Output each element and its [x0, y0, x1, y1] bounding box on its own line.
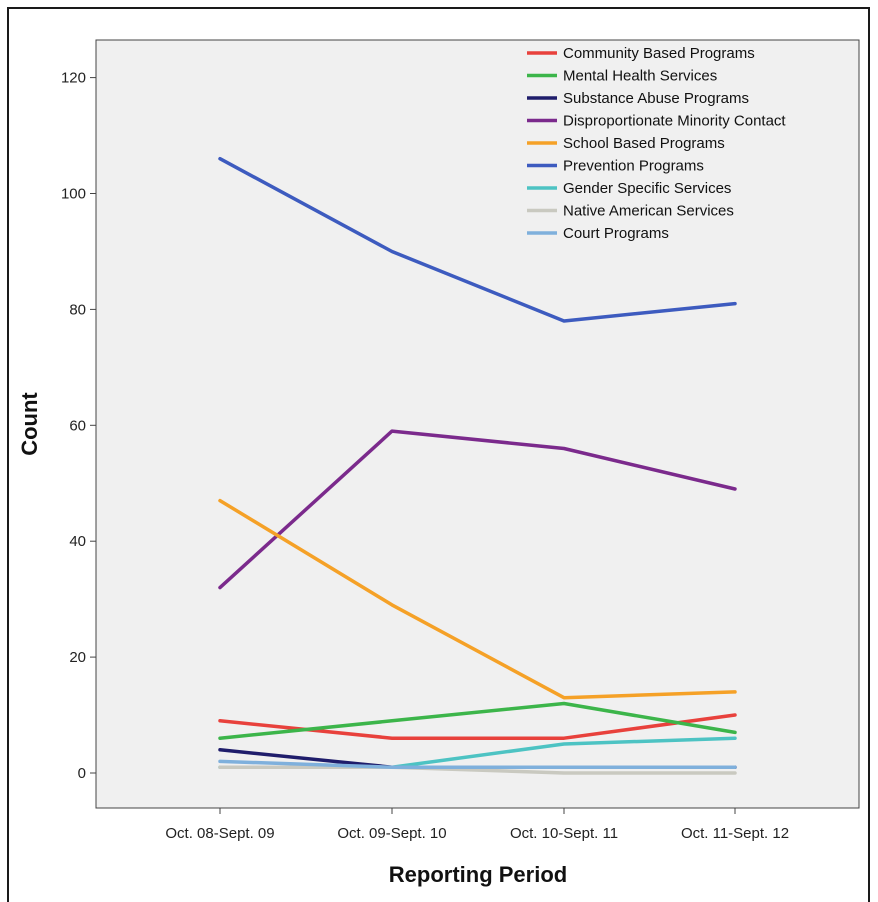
x-tick-label: Oct. 09-Sept. 10 [337, 825, 446, 842]
legend-label: Prevention Programs [563, 158, 704, 175]
y-tick-label: 40 [69, 533, 86, 550]
x-tick-label: Oct. 10-Sept. 11 [510, 825, 618, 842]
y-axis: 0 20 40 60 80 100 120 [61, 70, 96, 782]
legend-label: Disproportionate Minority Contact [563, 113, 786, 130]
legend-label: Substance Abuse Programs [563, 90, 749, 107]
y-tick-label: 0 [78, 765, 86, 782]
legend-label: Court Programs [563, 225, 669, 242]
y-tick-label: 80 [69, 301, 86, 318]
series-line-7 [218, 765, 737, 775]
legend-label: School Based Programs [563, 135, 725, 152]
series-line-8 [218, 759, 737, 769]
y-tick-label: 20 [69, 649, 86, 666]
y-tick-label: 60 [69, 417, 86, 434]
series-line-1 [218, 701, 737, 740]
legend-label: Native American Services [563, 203, 734, 220]
y-tick-label: 100 [61, 186, 86, 203]
legend-label: Community Based Programs [563, 45, 755, 62]
y-tick-label: 120 [61, 70, 86, 87]
y-axis-title: Count [17, 392, 42, 456]
x-axis: Oct. 08-Sept. 09 Oct. 09-Sept. 10 Oct. 10-… [165, 808, 789, 842]
series-lines [218, 156, 737, 775]
series-line-4 [218, 498, 737, 700]
legend-label: Mental Health Services [563, 68, 717, 85]
series-line-5 [218, 156, 737, 323]
x-axis-title: Reporting Period [389, 862, 567, 887]
x-tick-label: Oct. 11-Sept. 12 [681, 825, 789, 842]
legend: Community Based Programs Mental Health Se… [527, 45, 786, 242]
legend-label: Gender Specific Services [563, 180, 731, 197]
x-tick-label: Oct. 08-Sept. 09 [165, 825, 274, 842]
series-line-3 [218, 429, 737, 590]
plot-area [95, 39, 860, 809]
